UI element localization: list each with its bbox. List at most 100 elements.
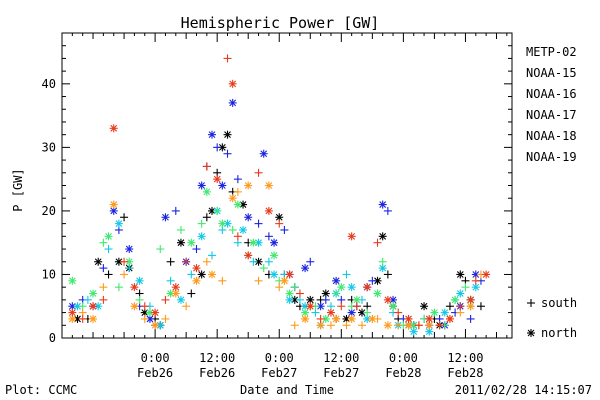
data-point [321, 295, 330, 304]
x-tick-date-label: Feb28 [447, 366, 483, 380]
data-point [89, 289, 98, 298]
data-point [285, 270, 294, 279]
data-point [228, 194, 237, 203]
data-point [176, 295, 185, 304]
series-noaa-19 [68, 54, 491, 330]
data-point [244, 181, 253, 190]
data-point [197, 232, 206, 241]
chart-title: Hemispheric Power [GW] [181, 14, 380, 32]
data-point [383, 206, 392, 215]
data-point [208, 270, 216, 279]
data-point [440, 308, 449, 317]
marker-legend-label: north [541, 326, 577, 340]
data-point [228, 225, 237, 234]
data-point [476, 302, 485, 311]
data-point [414, 321, 423, 330]
y-axis-label: P [GW] [11, 168, 25, 211]
data-point [378, 257, 387, 266]
data-point [161, 295, 170, 304]
data-point [89, 302, 98, 311]
data-point [161, 213, 170, 222]
data-point [290, 321, 299, 330]
data-point [285, 289, 294, 298]
data-point [368, 276, 377, 285]
data-point [482, 270, 491, 279]
legend-entry: NOAA-17 [526, 108, 577, 122]
data-point [456, 302, 465, 311]
series-noaa-18 [68, 181, 485, 330]
data-point [466, 295, 475, 304]
data-point [187, 270, 196, 279]
legend-entry: NOAA-19 [526, 150, 577, 164]
data-point [125, 245, 134, 254]
data-point [373, 238, 382, 247]
data-point [259, 264, 268, 273]
data-point [151, 308, 160, 317]
x-tick-time-label: 12:00 [199, 351, 235, 365]
x-tick-date-label: Feb26 [199, 366, 235, 380]
data-point [301, 264, 310, 273]
x-tick-time-label: 0:00 [141, 351, 170, 365]
data-point [223, 130, 232, 139]
data-point [275, 219, 284, 228]
data-point [78, 314, 87, 323]
data-point [456, 289, 465, 298]
data-point [383, 270, 392, 279]
data-point [140, 314, 149, 323]
data-point [264, 232, 273, 241]
data-point [280, 225, 289, 234]
marker-legend-symbol [527, 329, 535, 337]
data-point [104, 245, 113, 254]
data-point [435, 321, 444, 330]
data-point [316, 321, 325, 330]
data-point [166, 276, 175, 285]
data-point [456, 270, 465, 279]
data-point [373, 314, 382, 323]
data-point [176, 225, 185, 234]
data-point [135, 295, 144, 304]
data-point [264, 206, 273, 215]
data-point [378, 264, 387, 273]
data-point [208, 251, 216, 260]
data-point [254, 238, 263, 247]
legend-entry: NOAA-18 [526, 129, 577, 143]
data-point [264, 181, 273, 190]
x-tick-date-label: Feb27 [261, 366, 297, 380]
data-point [233, 175, 242, 184]
data-point [99, 283, 108, 292]
x-tick-time-label: 12:00 [447, 351, 483, 365]
data-point [254, 168, 263, 177]
data-point [218, 219, 227, 228]
data-point [109, 124, 118, 133]
data-point [104, 232, 113, 241]
data-point [264, 257, 273, 266]
data-point [445, 302, 454, 311]
data-point [363, 283, 372, 292]
data-point [197, 219, 206, 228]
data-point [347, 283, 356, 292]
data-point [120, 257, 129, 266]
data-point [233, 232, 242, 241]
data-point [213, 175, 222, 184]
data-point [430, 308, 439, 317]
data-point [104, 270, 113, 279]
data-point [218, 181, 227, 190]
plot-frame [61, 32, 513, 339]
data-point [89, 314, 98, 323]
data-point [471, 276, 480, 285]
data-point [425, 321, 434, 330]
data-point [404, 314, 413, 323]
y-tick-label: 30 [42, 140, 56, 154]
data-point [156, 245, 165, 254]
data-point [197, 270, 206, 279]
data-point [425, 314, 434, 323]
data-point [275, 283, 284, 292]
data-point [337, 302, 346, 311]
data-point [161, 314, 170, 323]
data-point [259, 149, 268, 158]
x-tick-date-label: Feb26 [137, 366, 173, 380]
series-noaa-16 [73, 206, 480, 336]
data-point [182, 302, 191, 311]
data-point [378, 232, 387, 241]
data-point [466, 314, 475, 323]
